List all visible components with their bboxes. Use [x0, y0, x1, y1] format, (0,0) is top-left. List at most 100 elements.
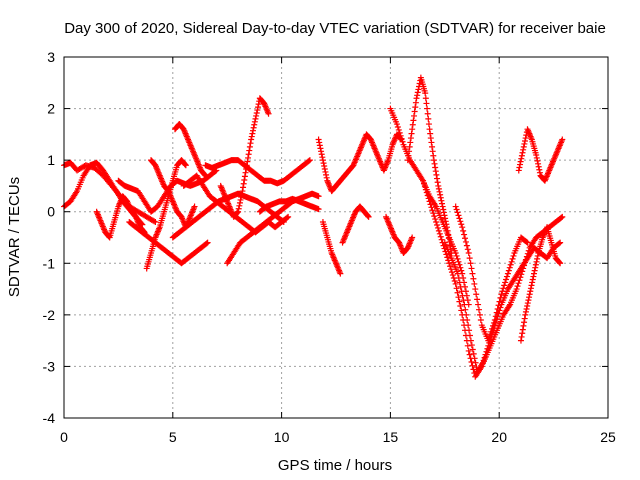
data-point: [429, 207, 436, 214]
data-point: [456, 298, 463, 305]
data-point: [204, 239, 211, 246]
data-point: [250, 124, 257, 131]
data-point: [284, 214, 291, 221]
data-point: [445, 235, 452, 242]
data-point: [462, 235, 469, 242]
series-track-15: [315, 131, 405, 195]
data-point: [414, 92, 421, 99]
x-tick-label: 5: [169, 429, 177, 445]
data-point: [468, 265, 475, 272]
y-tick-label: -4: [43, 410, 56, 426]
data-point: [556, 240, 563, 247]
data-point: [415, 86, 422, 93]
data-point: [459, 292, 466, 299]
data-point: [518, 271, 525, 278]
data-point: [245, 154, 252, 161]
data-point: [441, 212, 448, 219]
data-point: [531, 270, 538, 277]
data-point: [424, 110, 431, 117]
data-point: [499, 288, 506, 295]
data-point: [421, 183, 428, 190]
data-point: [431, 160, 438, 167]
data-point: [457, 264, 464, 271]
y-tick-label: 0: [47, 204, 55, 220]
data-point: [521, 319, 528, 326]
data-point: [493, 309, 500, 316]
data-point: [456, 215, 463, 222]
data-point: [519, 149, 526, 156]
data-point: [439, 203, 446, 210]
data-point: [427, 130, 434, 137]
data-point: [449, 272, 456, 279]
data-point: [454, 289, 461, 296]
data-point: [457, 218, 464, 225]
data-point: [475, 306, 482, 313]
y-tick-label: 1: [47, 152, 55, 168]
data-point: [525, 247, 532, 254]
data-point: [238, 191, 245, 198]
data-point: [458, 267, 465, 274]
data-point: [423, 100, 430, 107]
x-tick-label: 15: [383, 429, 399, 445]
data-point: [456, 261, 463, 268]
y-tick-label: 2: [47, 101, 55, 117]
data-point: [434, 221, 441, 228]
data-point: [460, 297, 467, 304]
data-point: [455, 275, 462, 282]
data-point: [182, 161, 189, 168]
data-point: [557, 239, 564, 246]
data-points: [61, 74, 566, 380]
data-point: [460, 227, 467, 234]
data-point: [469, 362, 476, 369]
data-point: [518, 333, 525, 340]
data-point: [432, 168, 439, 175]
x-axis-label: GPS time / hours: [278, 457, 392, 474]
data-point: [437, 194, 444, 201]
data-point: [522, 135, 529, 142]
data-point: [405, 152, 412, 159]
data-point: [432, 216, 439, 223]
data-point: [182, 162, 189, 169]
data-point: [422, 90, 429, 97]
data-point: [530, 273, 537, 280]
data-point: [463, 311, 470, 318]
data-point: [239, 188, 246, 195]
data-point: [525, 297, 532, 304]
data-point: [407, 135, 414, 142]
data-point: [420, 180, 427, 187]
data-point: [234, 209, 241, 216]
data-point: [492, 313, 499, 320]
data-point: [432, 164, 439, 171]
data-point: [523, 238, 530, 245]
data-point: [505, 267, 512, 274]
data-point: [519, 268, 526, 275]
data-point: [427, 201, 434, 208]
data-point: [471, 355, 478, 362]
data-point: [503, 273, 510, 280]
data-point: [488, 328, 495, 335]
data-point: [394, 123, 401, 130]
data-point: [535, 160, 542, 167]
data-point: [520, 322, 527, 329]
data-point: [434, 175, 441, 182]
y-tick-label: -1: [43, 255, 56, 271]
data-point: [557, 260, 564, 267]
data-point: [439, 200, 446, 207]
data-point: [458, 307, 465, 314]
data-point: [518, 155, 525, 162]
data-point: [462, 238, 469, 245]
data-point: [397, 132, 404, 139]
data-point: [455, 294, 462, 301]
data-point: [517, 337, 524, 344]
data-point: [467, 260, 474, 267]
data-point: [509, 255, 516, 262]
data-point: [514, 283, 521, 290]
data-point: [533, 151, 540, 158]
series-track-18: [383, 213, 416, 256]
data-point: [248, 136, 255, 143]
data-point: [321, 165, 328, 172]
data-point: [316, 139, 323, 146]
data-point: [337, 270, 344, 277]
data-point: [443, 224, 450, 231]
